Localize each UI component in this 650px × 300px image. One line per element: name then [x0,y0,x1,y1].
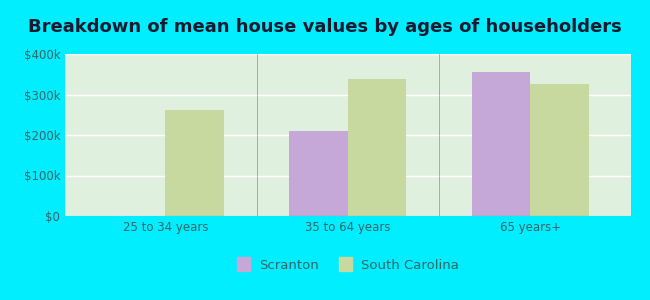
Bar [348,79,406,216]
Text: Breakdown of mean house values by ages of householders: Breakdown of mean house values by ages o… [28,18,622,36]
Bar [165,110,224,216]
Bar [530,84,588,216]
Bar [289,131,348,216]
Legend: Scranton, South Carolina: Scranton, South Carolina [231,254,464,278]
Bar [472,72,530,216]
